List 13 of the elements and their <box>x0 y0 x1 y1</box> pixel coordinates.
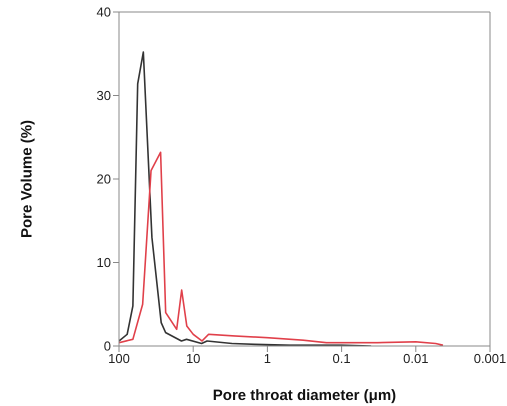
x-tick-label: 0.001 <box>474 351 506 366</box>
y-tick-label: 20 <box>96 172 111 187</box>
y-axis-title: Pore Volume (%) <box>18 120 36 238</box>
y-tick-label: 10 <box>96 255 111 270</box>
x-axis-title: Pore throat diameter (μm) <box>212 387 396 404</box>
y-tick-label: 0 <box>104 338 111 354</box>
y-tick-label: 40 <box>96 4 111 20</box>
x-tick-label: 1 <box>264 351 272 366</box>
x-tick-label: 0.1 <box>332 351 351 366</box>
y-tick-label: 30 <box>96 88 111 104</box>
x-tick-label: 0.01 <box>403 351 428 366</box>
x-tick-label: 100 <box>108 351 130 366</box>
x-tick-label: 10 <box>186 351 200 366</box>
